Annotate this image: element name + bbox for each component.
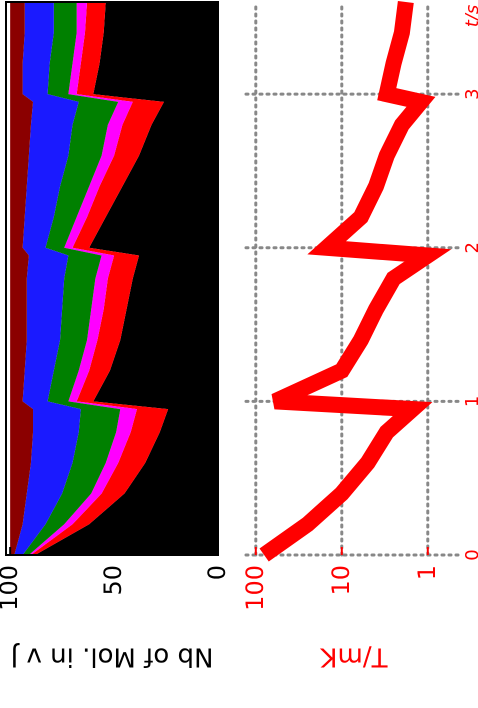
stacked-area <box>28 2 137 555</box>
y-tick-label: 100 <box>0 565 23 611</box>
y-tick-label: 50 <box>99 565 127 596</box>
x-tick-label: 2 <box>462 242 478 253</box>
stacked-area <box>10 2 34 555</box>
y-axis-label: Nb of Mol. in v J <box>11 642 214 672</box>
x-tick-label: 1 <box>462 396 478 407</box>
x-tick-label: 3 <box>462 88 478 99</box>
plot-frame <box>5 1 219 556</box>
y-tick-label: 10 <box>327 565 355 596</box>
x-axis-label: t/s <box>462 5 478 28</box>
y-tick-label: 100 <box>241 565 269 611</box>
y-tick-label: 1 <box>413 565 441 580</box>
stacked-area <box>22 2 121 555</box>
stacked-area <box>14 2 81 555</box>
temperature-line <box>259 0 452 562</box>
x-tick-label: 0 <box>462 549 478 560</box>
rotated-figure: 0 50 100 Nb of Mol. in v J 1 10 100 0 1 2 3 t/s T/mK <box>0 0 478 672</box>
y-axis-label: T/mK <box>320 642 389 672</box>
stacked-area <box>30 2 169 555</box>
stacked-area <box>35 2 218 555</box>
y-tick-label: 0 <box>203 565 231 580</box>
